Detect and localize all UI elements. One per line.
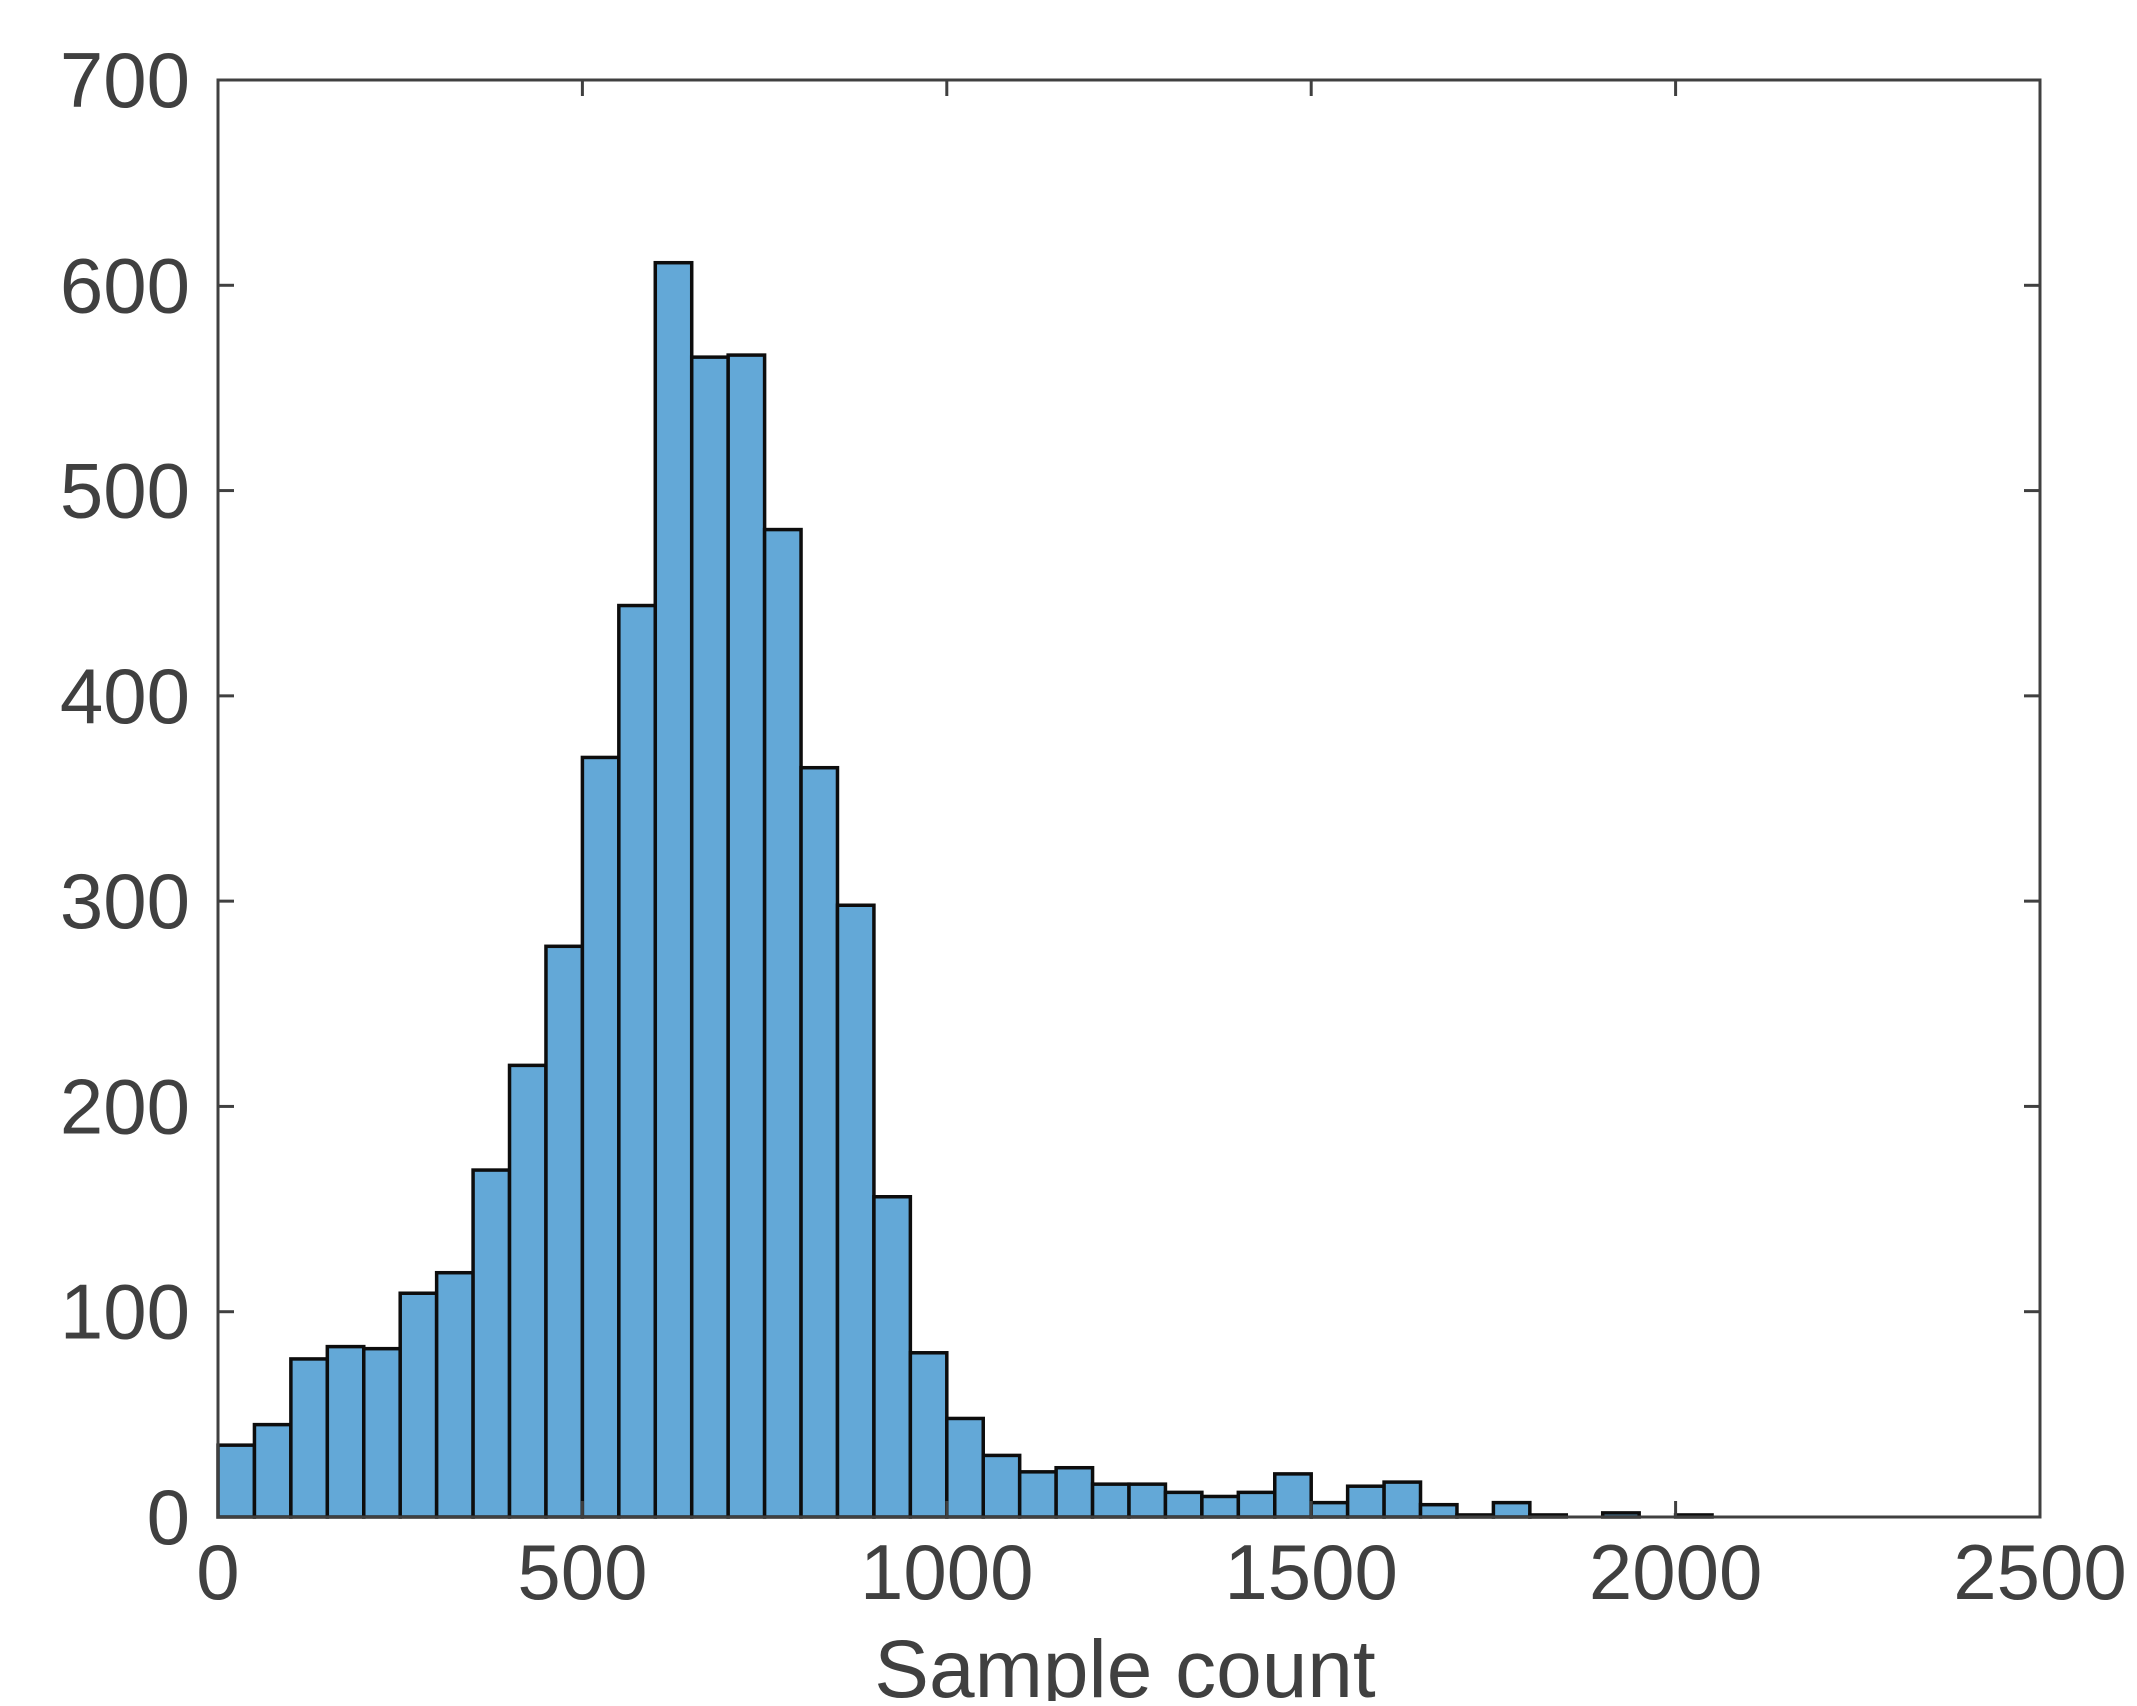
y-tick-label: 0: [147, 1473, 190, 1561]
histogram-bar: [689, 355, 730, 1519]
histogram-bar: [1017, 1470, 1058, 1519]
x-tick-label: 1000: [860, 1528, 1034, 1616]
x-tick-label: 2000: [1589, 1528, 1763, 1616]
x-tick-label: 2500: [1953, 1528, 2127, 1616]
y-tick-label: 100: [60, 1268, 190, 1356]
histogram-bar: [289, 1357, 330, 1519]
histogram-bar: [1418, 1502, 1459, 1519]
histogram-bar: [580, 755, 621, 1519]
histogram-bar: [1127, 1482, 1168, 1519]
histogram-bar: [1163, 1490, 1204, 1519]
histogram-bar: [1200, 1494, 1241, 1519]
histogram-bar: [398, 1291, 439, 1519]
histogram-bar: [945, 1416, 985, 1519]
histogram-bar: [325, 1344, 366, 1519]
y-tick-label: 700: [60, 36, 190, 124]
histogram-bar: [1236, 1490, 1277, 1519]
tick-labels-group: 0 500 1000 1500 2000 2500 0 100 200 300 400 500 600 7…: [60, 36, 2127, 1616]
x-tick-label: 500: [517, 1528, 647, 1616]
histogram-bar: [617, 603, 658, 1519]
histogram-bar: [1382, 1480, 1423, 1519]
histogram-bar: [1309, 1500, 1350, 1519]
x-axis-label: Sample count: [874, 1624, 1376, 1701]
histogram-bar: [981, 1453, 1022, 1519]
histogram-bar: [1273, 1472, 1313, 1519]
y-tick-label: 500: [60, 447, 190, 535]
histogram-bar: [726, 353, 767, 1519]
histogram-bar: [507, 1063, 548, 1519]
x-tick-label: 0: [196, 1528, 239, 1616]
x-tick-label: 1500: [1224, 1528, 1398, 1616]
histogram-bar: [762, 527, 803, 1519]
y-tick-label: 200: [60, 1062, 190, 1150]
histogram-bar: [471, 1168, 512, 1519]
histogram-bar: [1054, 1465, 1095, 1519]
histogram-bar: [908, 1351, 949, 1519]
histogram-bar: [544, 944, 585, 1519]
histogram-bar: [1090, 1482, 1131, 1519]
histogram-bar: [216, 1443, 257, 1519]
axes-group: [216, 78, 2042, 1519]
bars-group: [216, 260, 1714, 1519]
histogram-bar: [799, 765, 840, 1519]
histogram-bar: [653, 260, 694, 1519]
histogram-bar: [1491, 1500, 1532, 1519]
histogram-bar: [252, 1422, 293, 1519]
histogram-bar: [1345, 1484, 1386, 1519]
y-tick-label: 300: [60, 857, 190, 945]
plot-frame: [216, 78, 2042, 1519]
histogram-bar: [434, 1270, 475, 1519]
y-tick-label: 600: [60, 241, 190, 329]
y-tick-label: 400: [60, 652, 190, 740]
histogram-bar: [835, 903, 876, 1519]
histogram-bar: [362, 1346, 402, 1519]
histogram-bar: [872, 1195, 913, 1519]
